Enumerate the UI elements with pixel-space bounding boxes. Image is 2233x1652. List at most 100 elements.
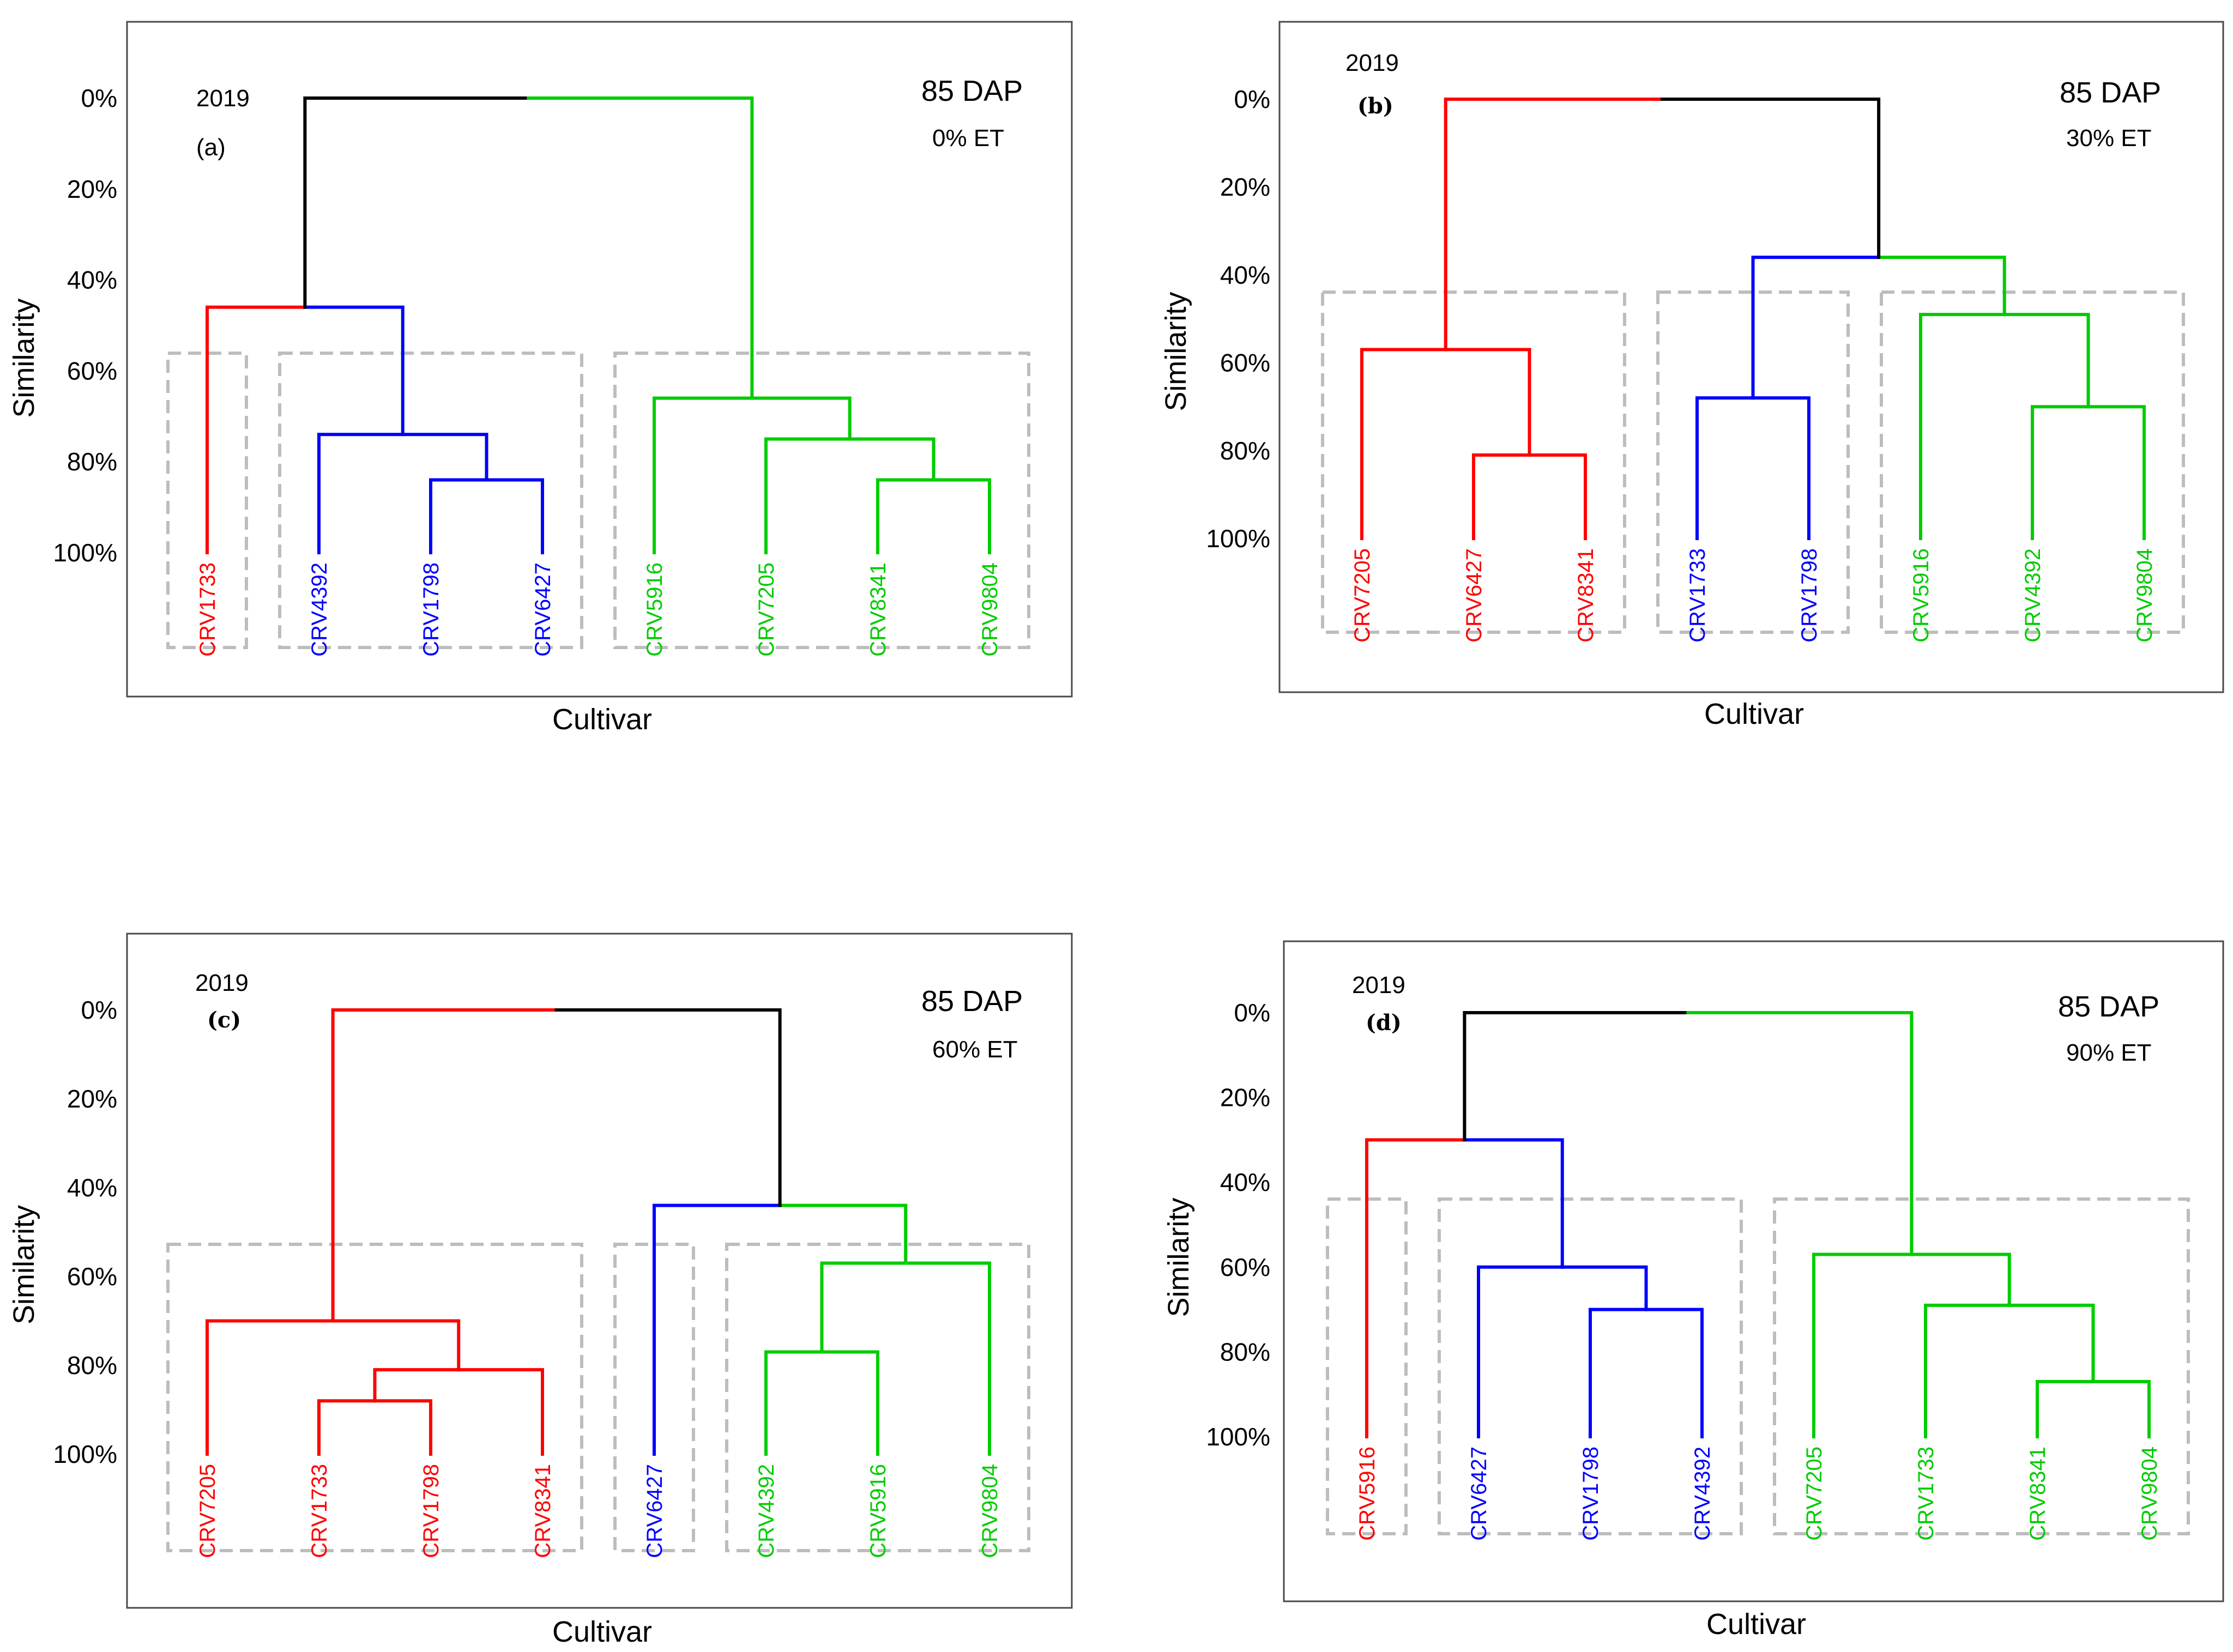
dendrogram-branch: [1360, 348, 1447, 540]
treatment-label: 0% ET: [932, 125, 1004, 152]
dendrogram-branch: [653, 1203, 782, 1456]
dendrogram-branch: [1644, 1308, 1704, 1438]
dendrogram-branch: [1444, 98, 1664, 352]
dendrogram-branch: [331, 1008, 558, 1323]
dendrogram-branch: [1463, 1138, 1564, 1269]
leaf-label: CRV1798: [419, 562, 443, 657]
cluster-box: [725, 1243, 1030, 1552]
cluster-box: [613, 1243, 695, 1552]
leaf-label: CRV6427: [643, 1464, 667, 1558]
cluster-box: [1438, 1197, 1743, 1535]
dendrogram-branch: [820, 1261, 908, 1354]
y-tick-label: 40%: [1220, 261, 1270, 289]
y-tick-label: 60%: [1220, 349, 1270, 377]
leaf-label: CRV4392: [2021, 548, 2045, 643]
leaf-label: CRV6427: [1467, 1447, 1491, 1541]
leaf-label: CRV6427: [1462, 548, 1486, 643]
plot-frame: [126, 21, 1073, 698]
cluster-box: [613, 352, 1030, 649]
dendrogram-branch: [1751, 256, 1881, 400]
leaf-label: CRV9804: [978, 562, 1002, 657]
y-tick-label: 20%: [67, 1085, 117, 1113]
y-tick-label: 60%: [67, 356, 117, 385]
dendrogram-branch: [1472, 453, 1531, 540]
dendrogram-branch: [401, 433, 488, 482]
x-axis-title: Cultivar: [1704, 698, 1804, 730]
leaf-label: CRV8341: [1574, 548, 1598, 643]
y-tick-label: 80%: [67, 447, 117, 476]
dendrogram-branch: [373, 1399, 432, 1456]
x-axis-title: Cultivar: [1706, 1608, 1806, 1641]
cluster-box: [278, 352, 583, 649]
leaf-label: CRV5916: [1909, 548, 1933, 643]
y-tick-label: 20%: [67, 175, 117, 203]
y-axis-title: Similarity: [8, 1205, 40, 1324]
y-tick-label: 60%: [67, 1262, 117, 1291]
dendrogram-branch: [2002, 312, 2090, 409]
dendrogram-branch: [1751, 396, 1810, 540]
y-tick-label: 0%: [1234, 999, 1270, 1027]
plot-frame: [1283, 940, 2224, 1602]
stage-label: 85 DAP: [921, 75, 1023, 107]
dendrogram-branch: [848, 437, 936, 482]
leaf-label: CRV9804: [2133, 548, 2157, 643]
dendrogram-branch: [1589, 1308, 1648, 1438]
dendrogram-branch: [1695, 396, 1755, 540]
panel-tag: (b): [1357, 93, 1393, 119]
y-tick-label: 100%: [1206, 1423, 1270, 1451]
leaf-label: CRV1733: [307, 1464, 331, 1558]
stage-label: 85 DAP: [2058, 990, 2159, 1023]
dendrogram-branch: [904, 1261, 991, 1456]
stage-label: 85 DAP: [921, 985, 1023, 1018]
leaf-label: CRV7205: [755, 562, 778, 657]
leaf-label: CRV8341: [531, 1464, 555, 1558]
y-tick-label: 0%: [81, 996, 117, 1024]
y-tick-label: 60%: [1220, 1253, 1270, 1281]
leaf-label: CRV5916: [643, 562, 667, 657]
panel-tag: (d): [1366, 1010, 1402, 1036]
panel-tag: (c): [207, 1007, 241, 1033]
dendrogram-branch: [1910, 1252, 2011, 1307]
y-axis-title: Similarity: [8, 298, 40, 417]
treatment-label: 60% ET: [932, 1036, 1018, 1063]
cluster-box: [1773, 1197, 2190, 1535]
y-tick-label: 80%: [67, 1351, 117, 1379]
y-tick-label: 40%: [67, 1173, 117, 1202]
dendrogram-branch: [1812, 1252, 1914, 1438]
plot-frame: [1278, 21, 2224, 693]
y-tick-label: 40%: [1220, 1168, 1270, 1196]
dendrogram-branch: [876, 478, 936, 554]
dendrogram-branch: [2086, 405, 2146, 540]
treatment-label: 90% ET: [2066, 1039, 2152, 1066]
leaf-label: CRV9804: [978, 1464, 1002, 1558]
leaf-label: CRV7205: [1802, 1447, 1826, 1541]
dendrogram-branch: [1560, 1265, 1648, 1311]
dendrogram-branch: [1365, 1138, 1466, 1438]
y-tick-label: 100%: [53, 538, 117, 567]
dendrogram-branch: [485, 478, 544, 554]
dendrogram-branch: [206, 305, 307, 554]
dendrogram-branch: [1444, 348, 1531, 457]
leaf-label: CRV6427: [531, 562, 555, 657]
leaf-label: CRV1733: [1914, 1447, 1938, 1541]
dendrogram-branch: [1919, 312, 2006, 540]
y-axis-title: Similarity: [1160, 292, 1192, 411]
cluster-box: [1326, 1197, 1408, 1535]
dendrogram-branch: [1660, 98, 1881, 259]
leaf-label: CRV1798: [1579, 1447, 1603, 1541]
dendrogram-branch: [303, 96, 530, 309]
dendrogram-branch: [457, 1368, 544, 1456]
leaf-label: CRV7205: [196, 1464, 220, 1558]
dendrogram-branch: [653, 396, 754, 554]
plot-frame: [126, 933, 1073, 1609]
y-tick-label: 100%: [1206, 524, 1270, 553]
leaf-label: CRV8341: [2026, 1447, 2050, 1541]
treatment-label: 30% ET: [2066, 125, 2152, 152]
y-tick-label: 20%: [1220, 173, 1270, 201]
leaf-label: CRV4392: [755, 1464, 778, 1558]
dendrogram-panel-c: 0% 20% 40% 60% 80% 100% Similarity Cultivar 2019…: [8, 933, 1073, 1648]
leaf-label: CRV4392: [1691, 1447, 1715, 1541]
dendrogram-branch: [206, 1319, 335, 1456]
cluster-box: [1656, 291, 1850, 634]
y-tick-label: 0%: [1234, 85, 1270, 113]
